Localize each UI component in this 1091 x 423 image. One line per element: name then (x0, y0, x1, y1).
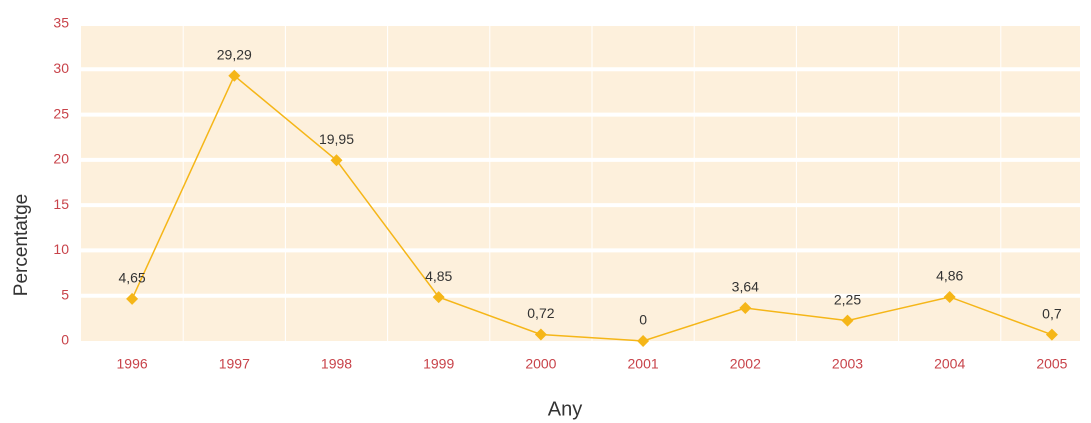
data-label: 0,72 (527, 305, 554, 321)
marker (739, 302, 752, 315)
marker (228, 69, 241, 82)
plot-background (81, 24, 1080, 341)
x-tick-label: 2000 (525, 356, 556, 372)
marker (637, 335, 650, 347)
data-label: 0 (639, 312, 647, 328)
y-tick-label: 0 (61, 332, 69, 348)
y-tick-label: 10 (53, 241, 69, 257)
marker (841, 314, 854, 327)
data-label: 2,25 (834, 291, 861, 307)
data-label: 19,95 (319, 131, 354, 147)
data-label: 4,85 (425, 268, 452, 284)
x-tick-label: 2004 (934, 356, 965, 372)
y-tick-label: 30 (53, 60, 69, 76)
x-tick-label: 2003 (832, 356, 863, 372)
data-label: 0,7 (1042, 305, 1062, 321)
line (131, 74, 1053, 342)
y-tick-label: 5 (61, 286, 69, 302)
data-label: 4,65 (118, 270, 145, 286)
marker (330, 154, 343, 167)
y-tick-label: 25 (53, 105, 69, 121)
data-label: 4,86 (936, 268, 963, 284)
marker (943, 290, 956, 303)
data-label: 3,64 (732, 279, 759, 295)
marker (126, 292, 139, 305)
y-axis-label: Percentatge (11, 194, 32, 296)
data-label: 29,29 (217, 46, 252, 62)
x-tick-label: 1997 (219, 356, 250, 372)
marker (432, 291, 445, 304)
y-tick-label: 15 (53, 196, 69, 212)
x-tick-label: 1998 (321, 356, 352, 372)
x-tick-label: 2005 (1036, 356, 1067, 372)
x-tick-label: 2001 (628, 356, 659, 372)
y-tick-label: 35 (53, 15, 69, 31)
x-tick-label: 1996 (117, 356, 148, 372)
y-tick-label: 20 (53, 151, 69, 167)
marker (1045, 328, 1058, 341)
x-tick-label: 1999 (423, 356, 454, 372)
x-axis-label: Any (548, 398, 582, 420)
x-tick-label: 2002 (730, 356, 761, 372)
marker (534, 328, 547, 341)
